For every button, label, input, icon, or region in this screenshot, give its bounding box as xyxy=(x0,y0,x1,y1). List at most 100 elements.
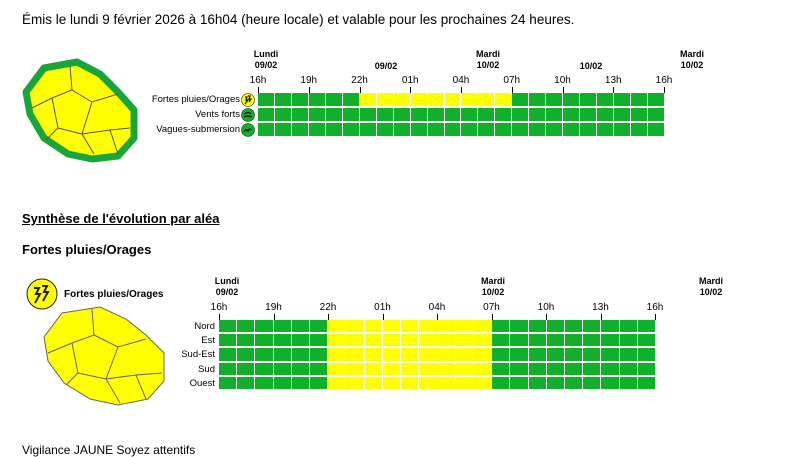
vigilance-cell-green[interactable] xyxy=(342,108,359,121)
vigilance-cell-yellow[interactable] xyxy=(455,376,473,389)
vigilance-cell-yellow[interactable] xyxy=(401,376,419,389)
vigilance-cell-green[interactable] xyxy=(597,93,614,106)
vigilance-cell-yellow[interactable] xyxy=(455,320,473,333)
vigilance-cell-green[interactable] xyxy=(291,362,310,375)
vigilance-cell-green[interactable] xyxy=(258,123,274,136)
vigilance-cell-green[interactable] xyxy=(495,123,512,136)
vigilance-cell-green[interactable] xyxy=(637,320,655,333)
vigilance-cell-green[interactable] xyxy=(510,362,528,375)
vigilance-cell-green[interactable] xyxy=(601,348,619,361)
vigilance-cell-green[interactable] xyxy=(410,108,427,121)
vigilance-cell-green[interactable] xyxy=(291,108,308,121)
vigilance-cell-yellow[interactable] xyxy=(473,348,492,361)
vigilance-cell-green[interactable] xyxy=(510,334,528,347)
vigilance-cell-green[interactable] xyxy=(564,348,583,361)
vigilance-cell-green[interactable] xyxy=(273,334,291,347)
vigilance-cell-green[interactable] xyxy=(291,123,308,136)
vigilance-cell-green[interactable] xyxy=(631,123,648,136)
vigilance-cell-green[interactable] xyxy=(614,108,631,121)
vigilance-cell-green[interactable] xyxy=(580,108,597,121)
vigilance-cell-yellow[interactable] xyxy=(346,362,364,375)
vigilance-cell-green[interactable] xyxy=(444,108,461,121)
vigilance-cell-green[interactable] xyxy=(255,348,273,361)
vigilance-cell-green[interactable] xyxy=(393,108,410,121)
vigilance-cell-yellow[interactable] xyxy=(364,334,382,347)
vigilance-cell-green[interactable] xyxy=(528,320,546,333)
vigilance-cell-green[interactable] xyxy=(219,348,237,361)
vigilance-cell-green[interactable] xyxy=(512,123,529,136)
vigilance-cell-green[interactable] xyxy=(510,320,528,333)
vigilance-cell-green[interactable] xyxy=(308,123,325,136)
vigilance-cell-yellow[interactable] xyxy=(382,376,401,389)
vigilance-row-ouest[interactable] xyxy=(219,376,655,389)
vigilance-cell-green[interactable] xyxy=(427,123,444,136)
vigilance-cell-green[interactable] xyxy=(495,108,512,121)
vigilance-cell-green[interactable] xyxy=(528,376,546,389)
vigilance-cell-green[interactable] xyxy=(492,348,510,361)
vigilance-cell-green[interactable] xyxy=(376,123,393,136)
vigilance-cell-yellow[interactable] xyxy=(328,362,346,375)
vigilance-cell-green[interactable] xyxy=(546,348,564,361)
vigilance-row-fortes-pluies-orages[interactable] xyxy=(258,93,664,106)
vigilance-cell-green[interactable] xyxy=(219,320,237,333)
vigilance-cell-yellow[interactable] xyxy=(382,334,401,347)
vigilance-cell-green[interactable] xyxy=(237,348,255,361)
vigilance-cell-green[interactable] xyxy=(255,334,273,347)
vigilance-cell-green[interactable] xyxy=(274,93,291,106)
vigilance-cell-yellow[interactable] xyxy=(328,334,346,347)
vigilance-cell-green[interactable] xyxy=(410,123,427,136)
vigilance-cell-green[interactable] xyxy=(219,362,237,375)
vigilance-cell-green[interactable] xyxy=(564,320,583,333)
vigilance-cell-yellow[interactable] xyxy=(393,93,410,106)
reunion-map-overview[interactable] xyxy=(22,58,140,164)
vigilance-cell-yellow[interactable] xyxy=(346,334,364,347)
vigilance-cell-yellow[interactable] xyxy=(437,348,455,361)
vigilance-cell-green[interactable] xyxy=(528,348,546,361)
vigilance-cell-yellow[interactable] xyxy=(444,93,461,106)
vigilance-row-sud[interactable] xyxy=(219,362,655,375)
vigilance-cell-green[interactable] xyxy=(546,334,564,347)
vigilance-cell-yellow[interactable] xyxy=(382,348,401,361)
vigilance-cell-green[interactable] xyxy=(273,320,291,333)
vigilance-cell-green[interactable] xyxy=(546,123,563,136)
vigilance-cell-green[interactable] xyxy=(528,362,546,375)
vigilance-cell-green[interactable] xyxy=(291,376,310,389)
vigilance-cell-green[interactable] xyxy=(546,376,564,389)
vigilance-cell-green[interactable] xyxy=(444,123,461,136)
vigilance-cell-green[interactable] xyxy=(637,376,655,389)
vigilance-cell-green[interactable] xyxy=(648,108,664,121)
vigilance-cell-yellow[interactable] xyxy=(401,348,419,361)
vigilance-cell-yellow[interactable] xyxy=(495,93,512,106)
vigilance-cell-green[interactable] xyxy=(492,320,510,333)
vigilance-cell-green[interactable] xyxy=(648,123,664,136)
vigilance-cell-yellow[interactable] xyxy=(478,93,495,106)
vigilance-cell-green[interactable] xyxy=(291,320,310,333)
vigilance-cell-yellow[interactable] xyxy=(382,362,401,375)
vigilance-cell-green[interactable] xyxy=(308,93,325,106)
vigilance-cell-green[interactable] xyxy=(601,376,619,389)
vigilance-cell-green[interactable] xyxy=(563,93,580,106)
vigilance-cell-green[interactable] xyxy=(492,376,510,389)
vigilance-cell-green[interactable] xyxy=(512,93,529,106)
vigilance-cell-green[interactable] xyxy=(583,362,601,375)
vigilance-cell-green[interactable] xyxy=(583,376,601,389)
vigilance-cell-green[interactable] xyxy=(310,334,328,347)
vigilance-cell-green[interactable] xyxy=(601,362,619,375)
vigilance-cell-green[interactable] xyxy=(563,108,580,121)
vigilance-cell-green[interactable] xyxy=(478,123,495,136)
vigilance-cell-yellow[interactable] xyxy=(382,320,401,333)
vigilance-cell-green[interactable] xyxy=(492,362,510,375)
vigilance-cell-green[interactable] xyxy=(546,320,564,333)
vigilance-cell-yellow[interactable] xyxy=(473,376,492,389)
vigilance-cell-green[interactable] xyxy=(564,376,583,389)
vigilance-cell-yellow[interactable] xyxy=(410,93,427,106)
vigilance-cell-green[interactable] xyxy=(614,93,631,106)
vigilance-cell-yellow[interactable] xyxy=(346,348,364,361)
vigilance-cell-yellow[interactable] xyxy=(437,320,455,333)
vigilance-cell-green[interactable] xyxy=(342,93,359,106)
vigilance-cell-yellow[interactable] xyxy=(364,320,382,333)
vigilance-cell-yellow[interactable] xyxy=(364,376,382,389)
vigilance-cell-yellow[interactable] xyxy=(419,320,437,333)
vigilance-cell-green[interactable] xyxy=(580,93,597,106)
vigilance-cell-green[interactable] xyxy=(310,376,328,389)
